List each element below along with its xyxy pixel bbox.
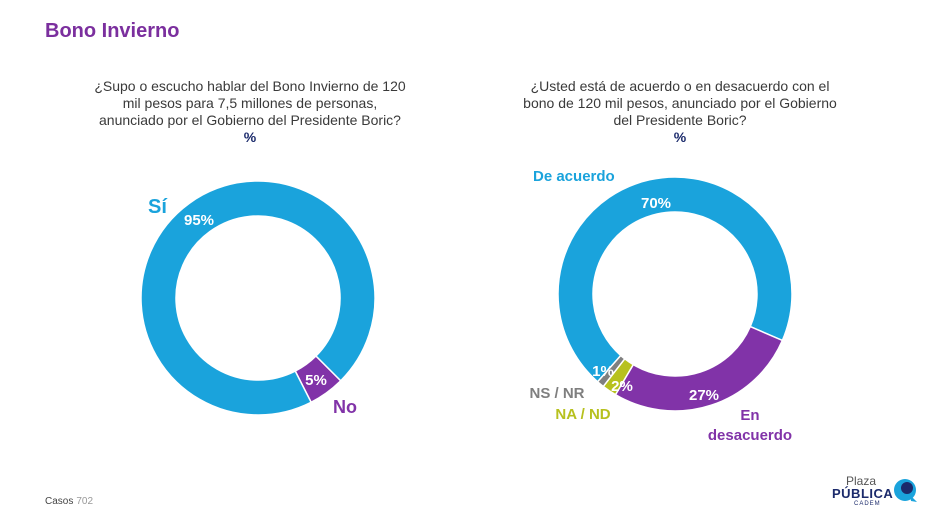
- question-1-line: mil pesos para 7,5 millones de personas,: [122, 95, 378, 111]
- slice-value-label: 27%: [689, 387, 719, 404]
- logo-line-2: PÚBLICA: [832, 486, 894, 501]
- sample-size: Casos 702: [45, 496, 93, 507]
- question-2: ¿Usted está de acuerdo o en desacuerdo c…: [490, 78, 870, 146]
- question-2-line: ¿Usted está de acuerdo o en desacuerdo c…: [530, 78, 830, 94]
- donut-slice-ns-nr: [596, 354, 626, 388]
- question-2-line: bono de 120 mil pesos, anunciado por el …: [523, 95, 837, 111]
- logo-line-1: Plaza: [846, 474, 877, 488]
- slice-category-label: Sí: [148, 196, 168, 218]
- slice-value-label: 5%: [305, 372, 327, 389]
- slice-value-label: 2%: [611, 378, 633, 395]
- logo-mark-icon: [894, 479, 917, 502]
- sample-size-count: 702: [76, 496, 94, 507]
- sample-size-label: Casos: [45, 496, 74, 507]
- question-1-line: ¿Supo o escucho hablar del Bono Invierno…: [94, 78, 406, 94]
- donut-slice-de-acuerdo: [557, 176, 793, 383]
- donut-slice-si: [140, 180, 376, 416]
- plaza-publica-logo: Plaza PÚBLICA CADEM: [826, 474, 921, 508]
- slice-value-label: 95%: [184, 212, 214, 229]
- logo-line-3: CADEM: [854, 501, 881, 507]
- page-title: Bono Invierno: [45, 20, 180, 42]
- question-1-unit: %: [243, 129, 257, 145]
- slice-category-label: NS / NR: [529, 385, 584, 402]
- question-1-line: anunciado por el Gobierno del Presidente…: [99, 112, 401, 128]
- slice-category-label: No: [333, 397, 357, 417]
- slice-value-label: 70%: [641, 195, 671, 212]
- slice-category-label: En desacuerdo: [708, 407, 792, 444]
- slice-value-label: 1%: [592, 363, 614, 380]
- question-1: ¿Supo o escucho hablar del Bono Invierno…: [60, 78, 440, 146]
- slice-category-label: De acuerdo: [533, 168, 615, 185]
- question-2-unit: %: [673, 129, 687, 145]
- question-2-line: del Presidente Boric?: [613, 112, 747, 128]
- slice-category-label: NA / ND: [555, 406, 610, 423]
